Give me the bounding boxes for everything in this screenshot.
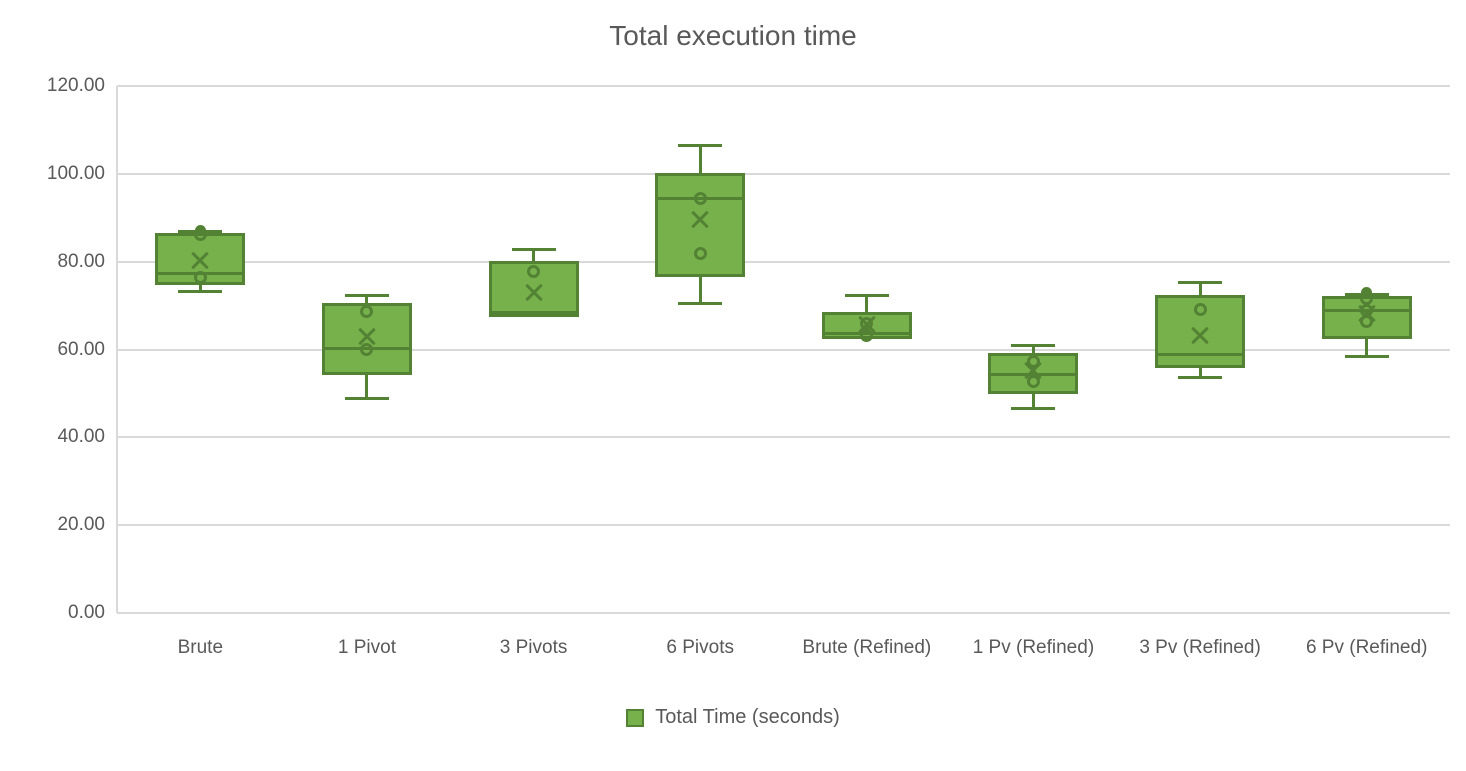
- y-axis-tick-label: 120.00: [46, 75, 105, 96]
- data-point-icon: [693, 191, 707, 205]
- legend: Total Time (seconds): [0, 706, 1466, 729]
- y-axis-tick-label: 0.00: [68, 602, 105, 623]
- median-line: [488, 311, 579, 315]
- whisker-low: [198, 284, 202, 292]
- x-axis-tick-label: 1 Pv (Refined): [972, 637, 1095, 658]
- mean-marker-icon: [1189, 324, 1211, 346]
- whisker-cap-low: [678, 301, 723, 305]
- chart-title: Total execution time: [609, 20, 857, 51]
- data-point-icon: [1026, 355, 1040, 369]
- data-point-icon: [1360, 314, 1374, 328]
- y-axis-line: [116, 86, 118, 613]
- data-point-icon: [360, 305, 374, 319]
- whisker-high: [1031, 345, 1035, 354]
- whisker-low: [1365, 338, 1369, 357]
- gridline: [117, 260, 1450, 263]
- x-axis-tick-label: Brute (Refined): [802, 637, 932, 658]
- mean-marker-icon: [189, 249, 211, 271]
- y-axis-tick-label: 40.00: [57, 426, 105, 448]
- data-point-icon: [693, 246, 707, 260]
- whisker-cap-low: [344, 396, 389, 400]
- x-axis-tick-label: 3 Pivots: [499, 637, 568, 658]
- whisker-cap-low: [1178, 375, 1223, 379]
- whisker-cap-high: [844, 294, 889, 298]
- data-point-icon: [527, 265, 541, 279]
- whisker-cap-high: [344, 293, 389, 297]
- y-axis-tick-label: 100.00: [46, 162, 105, 184]
- gridline: [117, 612, 1450, 614]
- median-line: [1155, 353, 1246, 357]
- x-axis-tick-label: 3 Pv (Refined): [1139, 637, 1261, 658]
- data-point-icon: [1026, 375, 1040, 389]
- x-axis-tick-label: 6 Pv (Refined): [1305, 637, 1428, 658]
- outlier-point-icon: [1361, 286, 1373, 298]
- whisker-cap-high: [678, 144, 723, 148]
- y-axis-tick-label: 80.00: [57, 250, 105, 272]
- data-point-icon: [360, 343, 374, 357]
- whisker-low: [1031, 393, 1035, 409]
- whisker-cap-high: [1178, 281, 1223, 285]
- whisker-high: [698, 145, 702, 173]
- whisker-cap-high: [1011, 343, 1056, 347]
- data-point-icon: [860, 328, 874, 342]
- whisker-high: [532, 249, 536, 261]
- whisker-low: [365, 374, 369, 399]
- gridline: [117, 436, 1450, 439]
- data-point-icon: [860, 316, 874, 330]
- x-axis-tick-label: 1 Pivot: [337, 637, 396, 658]
- y-axis-tick-label: 20.00: [57, 514, 105, 536]
- whisker-cap-high: [511, 248, 556, 252]
- whisker-cap-low: [1344, 354, 1389, 358]
- x-axis-tick-label: Brute: [177, 637, 224, 658]
- gridline: [117, 524, 1450, 527]
- whisker-high: [365, 295, 369, 304]
- mean-marker-icon: [523, 281, 545, 303]
- outlier-point-icon: [194, 224, 206, 236]
- data-point-icon: [193, 270, 207, 284]
- whisker-low: [698, 276, 702, 304]
- gridline: [117, 85, 1450, 87]
- legend-label: Total Time (seconds): [655, 706, 840, 728]
- data-point-icon: [1193, 303, 1207, 317]
- mean-marker-icon: [689, 208, 711, 230]
- median-line: [988, 372, 1079, 376]
- whisker-high: [1198, 282, 1202, 296]
- whisker-high: [865, 295, 869, 312]
- whisker-cap-low: [178, 289, 223, 293]
- legend-swatch-icon: [626, 708, 645, 727]
- whisker-cap-low: [1011, 406, 1056, 410]
- gridline: [117, 172, 1450, 175]
- x-axis-tick-label: 6 Pivots: [666, 637, 734, 658]
- y-axis-tick-label: 60.00: [57, 338, 105, 360]
- gridline: [117, 348, 1450, 351]
- whisker-low: [1198, 368, 1202, 378]
